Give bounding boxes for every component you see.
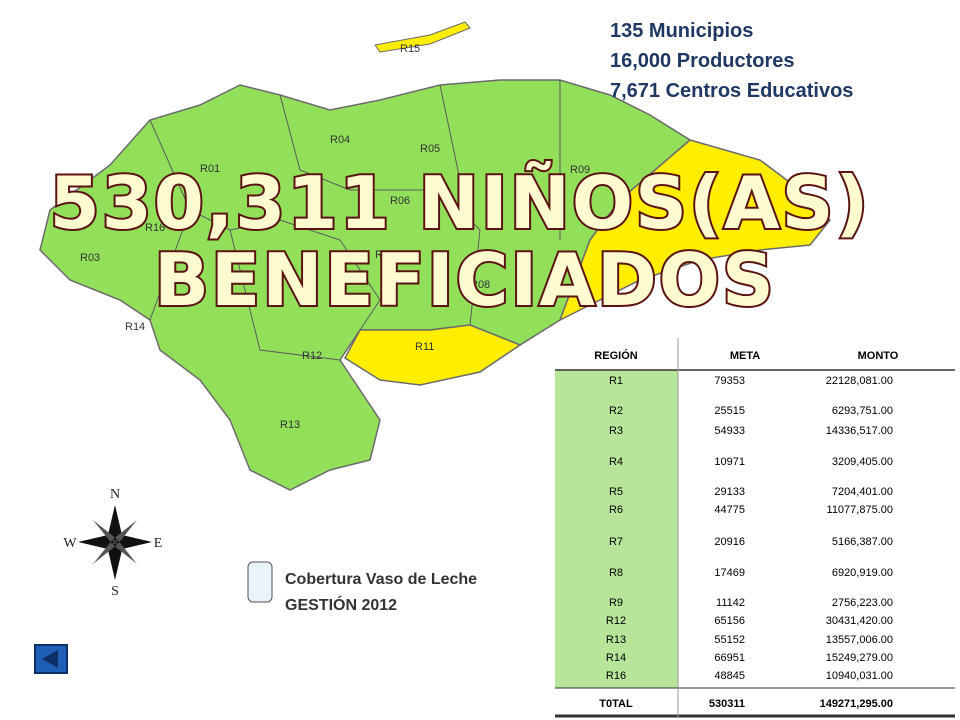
table-cell: R2 [609,405,623,417]
table-cell: R8 [609,567,623,579]
table-header: MONTO [858,350,899,362]
table-cell: 54933 [714,425,745,437]
stat: 135 Municipios [610,20,753,42]
island [374,21,471,53]
table-cell: R6 [609,504,623,516]
region-label: R01 [200,163,220,175]
headline: 530,311 NIÑOS(AS) [50,161,871,245]
table-header: META [730,350,760,362]
region-col [555,370,678,688]
region-label: R13 [280,419,300,431]
table-cell: 15249,279.00 [826,652,893,664]
table-cell: 55152 [714,634,745,646]
table-cell: 11142 [716,597,745,609]
table-cell: 6920,919.00 [832,567,893,579]
table-cell: 25515 [714,405,745,417]
table-cell: 65156 [714,615,745,627]
table-cell: R7 [609,536,623,548]
region-label: R15 [400,43,420,55]
region-label: R12 [302,350,322,362]
map: R15 R04 R05 R01 R09 R06 R16 R07 R03 R08 R14 R12 R11 R… [39,21,832,491]
stat: 16,000 Productores [610,50,795,72]
table-cell: 22128,081.00 [826,375,893,387]
legend-icon [247,561,273,603]
table: REGIÓN META MONTO R1 79353 22128,081.00 R2 2551… [555,338,955,718]
region-label: R08 [470,279,490,291]
table-cell: 29133 [714,486,745,498]
stat: 7,671 Centros Educativos [610,80,853,102]
table-cell: R14 [606,652,626,664]
legend-text: Cobertura Vaso de Leche [285,571,477,588]
region-label: R06 [390,195,410,207]
compass-label: N [110,487,120,502]
region-label: R14 [125,321,145,333]
table-cell: 5166,387.00 [832,536,893,548]
table-header: REGIÓN [594,349,637,362]
table-cell: R12 [606,615,626,627]
region-label: R16 [145,222,165,234]
map-yellow-east [558,139,832,322]
region-label: R09 [570,164,590,176]
table-cell: R1 [609,375,623,387]
region-label: R11 [415,341,434,353]
region-label: R07 [375,249,395,261]
table-cell: 6293,751.00 [832,405,893,417]
region-label: R04 [330,134,350,146]
table-cell: 44775 [714,504,745,516]
table-cell: 3209,405.00 [832,456,893,468]
table-cell: 30431,420.00 [826,615,893,627]
table-cell: R3 [609,425,623,437]
compass-label: S [111,584,119,599]
table-cell: 48845 [714,670,745,682]
table-cell: R5 [609,486,623,498]
table-cell: R4 [609,456,623,468]
table-total: 149271,295.00 [820,698,893,710]
table-total: T0TAL [599,698,633,710]
legend: Cobertura Vaso de Leche GESTIÓN 2012 [247,561,479,616]
compass-label: E [154,536,163,551]
table-cell: 20916 [714,536,745,548]
headline: BENEFICIADOS [154,238,776,322]
stats: 135 Municipios 16,000 Productores 7,671 … [610,20,853,102]
table-cell: 2756,223.00 [832,597,893,609]
table-cell: 13557,006.00 [826,634,893,646]
table-cell: 10971 [714,456,745,468]
table-cell: 10940,031.00 [826,670,893,682]
compass: N W E S [63,487,162,599]
region-label: R03 [80,252,100,264]
table-total: 530311 [709,698,745,710]
table-cell: R9 [609,597,623,609]
nav-button[interactable] [34,644,68,674]
table-cell: R16 [606,670,626,682]
compass-label: W [63,536,77,551]
region-label: R05 [420,143,440,155]
table-cell: 79353 [714,375,745,387]
table-cell: 7204,401.00 [832,486,893,498]
legend-text: GESTIÓN 2012 [285,595,397,614]
table-cell: 11077,875.00 [827,504,893,516]
map-yellow-r11 [344,324,522,386]
table-cell: R13 [606,634,626,646]
table-cell: 14336,517.00 [826,425,893,437]
table-cell: 17469 [714,567,745,579]
borders [149,80,561,361]
table-cell: 66951 [714,652,745,664]
